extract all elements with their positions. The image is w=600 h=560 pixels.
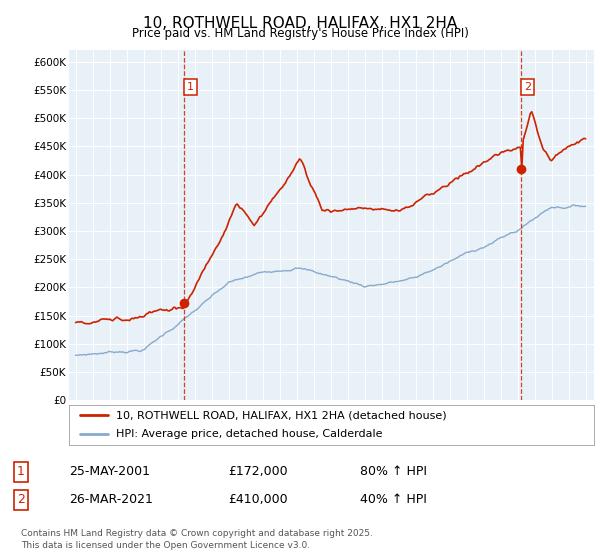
Text: £410,000: £410,000 [228,493,287,506]
Text: 26-MAR-2021: 26-MAR-2021 [69,493,153,506]
Text: HPI: Average price, detached house, Calderdale: HPI: Average price, detached house, Cald… [116,429,383,439]
Text: 1: 1 [17,465,25,478]
Text: 1: 1 [187,82,194,92]
Text: 10, ROTHWELL ROAD, HALIFAX, HX1 2HA: 10, ROTHWELL ROAD, HALIFAX, HX1 2HA [143,16,457,31]
Text: 40% ↑ HPI: 40% ↑ HPI [360,493,427,506]
Text: 25-MAY-2001: 25-MAY-2001 [69,465,150,478]
Text: 80% ↑ HPI: 80% ↑ HPI [360,465,427,478]
Text: 2: 2 [17,493,25,506]
Text: Price paid vs. HM Land Registry's House Price Index (HPI): Price paid vs. HM Land Registry's House … [131,27,469,40]
Text: £172,000: £172,000 [228,465,287,478]
Text: 2: 2 [524,82,531,92]
Text: 10, ROTHWELL ROAD, HALIFAX, HX1 2HA (detached house): 10, ROTHWELL ROAD, HALIFAX, HX1 2HA (det… [116,410,447,421]
Text: Contains HM Land Registry data © Crown copyright and database right 2025.
This d: Contains HM Land Registry data © Crown c… [21,529,373,550]
